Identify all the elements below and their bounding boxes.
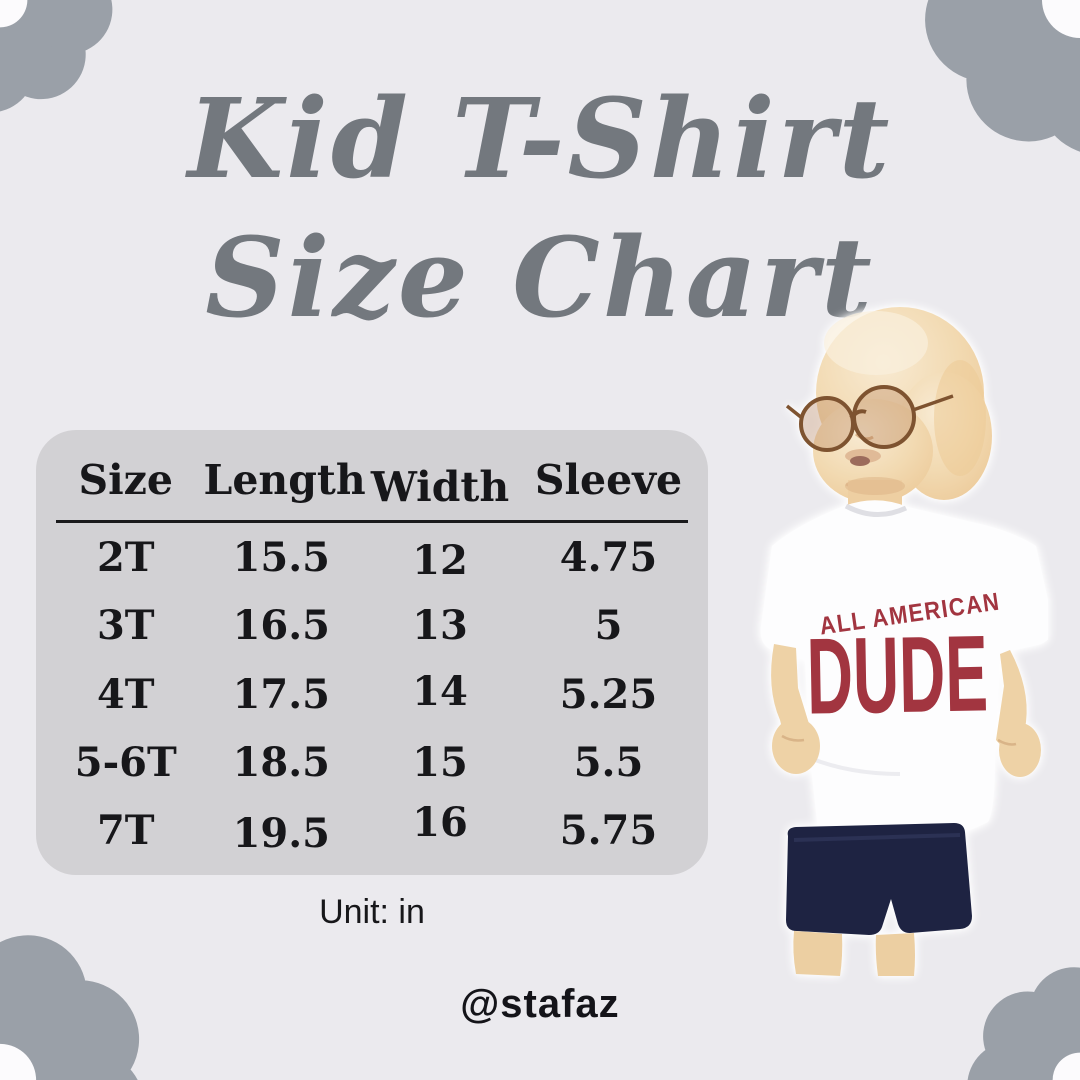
cell-size: 4T (96, 670, 155, 718)
toddler-arms (771, 644, 1041, 777)
cell-width: 15 (412, 738, 468, 786)
cell-sleeve: 5.25 (559, 670, 658, 718)
cell-sleeve: 4.75 (559, 533, 658, 581)
cell-size: 2T (96, 533, 155, 581)
cell-width: 12 (412, 536, 468, 584)
shirt-text-main: DUDE (806, 613, 989, 737)
toddler-shorts (786, 823, 972, 935)
size-table-body: 2T 15.5 12 4.75 3T 16.5 13 5 4T 17.5 14 … (48, 523, 696, 865)
table-row: 3T 16.5 13 5 (48, 591, 696, 659)
toddler-photo: ALL AMERICAN DUDE (760, 307, 1048, 976)
cell-width: 16 (412, 799, 468, 847)
page-title-line2: Size Chart (205, 212, 875, 342)
table-row: 4T 17.5 14 5.25 (48, 660, 696, 728)
cell-sleeve: 5.5 (573, 738, 644, 786)
cell-length: 19.5 (232, 810, 330, 858)
column-header-length: Length (203, 456, 366, 504)
table-row: 5-6T 18.5 15 5.5 (48, 728, 696, 796)
table-row: 7T 19.5 16 5.75 (48, 797, 696, 865)
cell-size: 5-6T (74, 738, 177, 786)
cell-length: 15.5 (232, 533, 330, 581)
page-title: Kid T-Shirt Size Chart (0, 70, 1080, 347)
size-table: Size Length Width Sleeve 2T 15.5 12 4.75… (36, 430, 708, 875)
sunglasses-icon (785, 385, 954, 452)
cell-length: 17.5 (232, 670, 330, 718)
toddler-tshirt: ALL AMERICAN DUDE (760, 500, 1048, 844)
cell-sleeve: 5.75 (559, 807, 658, 855)
unit-label: Unit: in (319, 893, 425, 931)
social-handle: @stafaz (460, 982, 620, 1026)
header-divider (56, 520, 688, 523)
cell-width: 13 (412, 602, 468, 650)
toddler-head (785, 307, 992, 503)
cell-size: 7T (96, 807, 155, 855)
cell-width: 14 (412, 667, 468, 715)
size-table-header: Size Length Width Sleeve (48, 456, 696, 511)
cell-size: 3T (96, 602, 155, 650)
toddler-legs (793, 931, 915, 976)
page-title-line1: Kid T-Shirt (187, 74, 893, 203)
cell-length: 18.5 (232, 738, 330, 786)
column-header-size: Size (78, 456, 174, 504)
column-header-width: Width (370, 463, 510, 511)
cell-sleeve: 5 (594, 602, 623, 650)
column-header-sleeve: Sleeve (534, 456, 683, 504)
table-row: 2T 15.5 12 4.75 (48, 523, 696, 591)
cell-length: 16.5 (232, 602, 330, 650)
